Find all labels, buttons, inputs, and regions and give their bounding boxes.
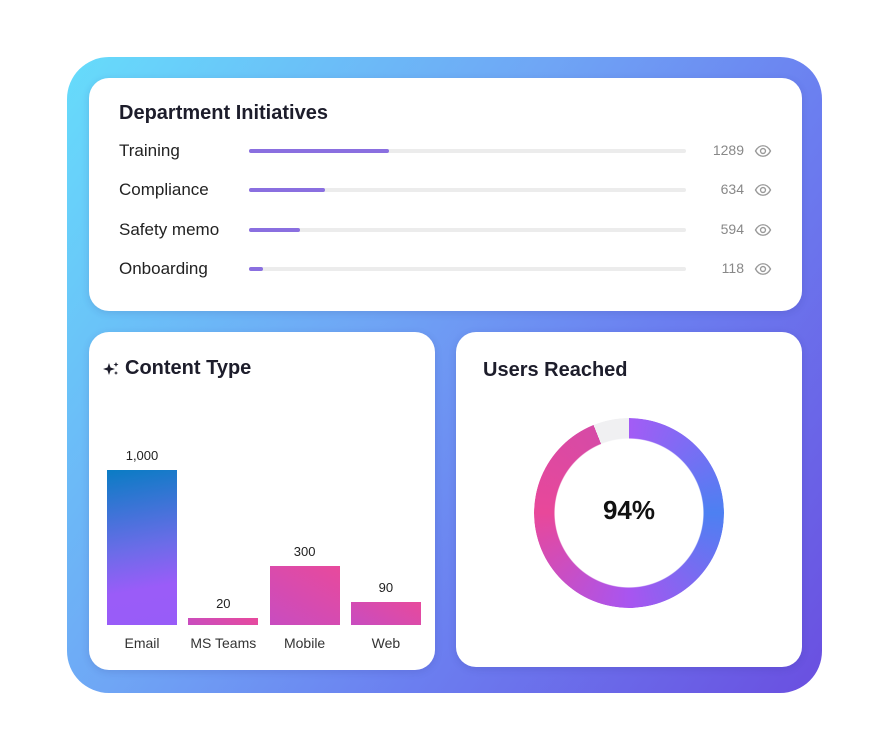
initiative-row: Onboarding 118 <box>119 259 774 279</box>
bar-value-label: 90 <box>378 580 394 596</box>
card-title: Content Type <box>125 357 252 379</box>
progress-fill <box>249 227 301 232</box>
department-initiatives-card: Department Initiatives Training 1289 Com… <box>89 78 802 311</box>
category-label: Email <box>124 635 160 651</box>
category-label: Web <box>371 635 401 651</box>
bar-web <box>350 602 421 625</box>
category-label: MS Teams <box>190 635 257 651</box>
initiative-row: Safety memo 594 <box>119 220 774 240</box>
bar-email <box>107 470 177 625</box>
view-count: 634 <box>720 181 744 198</box>
users-reached-card: Users Reached 94% <box>456 332 802 667</box>
percentage-value: 94% <box>602 495 656 525</box>
progress-bar <box>249 188 686 193</box>
bar-value-label: 20 <box>216 596 231 611</box>
eye-icon <box>754 142 772 160</box>
progress-bar <box>249 266 686 271</box>
eye-icon <box>754 181 772 199</box>
progress-fill <box>249 266 263 271</box>
eye-icon <box>754 221 772 239</box>
initiative-label: Training <box>119 141 180 160</box>
card-title: Department Initiatives <box>119 102 328 124</box>
initiative-row: Training 1289 <box>119 141 774 161</box>
donut-chart <box>534 418 724 608</box>
sparkle-icon <box>103 362 119 375</box>
initiative-label: Safety memo <box>119 219 220 239</box>
view-count: 1289 <box>712 142 744 158</box>
view-count: 594 <box>720 220 744 237</box>
category-label: Mobile <box>283 635 326 651</box>
content-type-card: Content Type 1,000 Email 20 MS Teams 300 Mobi… <box>89 332 435 670</box>
initiative-label: Onboarding <box>119 258 208 278</box>
progress-fill <box>249 149 389 153</box>
bar-value-label: 300 <box>293 543 316 559</box>
bar-mobile <box>269 565 340 625</box>
initiative-label: Compliance <box>119 180 209 200</box>
progress-bar <box>249 227 686 232</box>
bar-ms-teams <box>188 618 259 625</box>
progress-bar <box>249 149 686 153</box>
view-count: 118 <box>721 259 744 276</box>
initiative-row: Compliance 634 <box>119 180 774 200</box>
bar-value-label: 1,000 <box>125 448 159 463</box>
card-title: Users Reached <box>483 359 628 381</box>
progress-fill <box>249 188 326 193</box>
eye-icon <box>754 260 772 278</box>
